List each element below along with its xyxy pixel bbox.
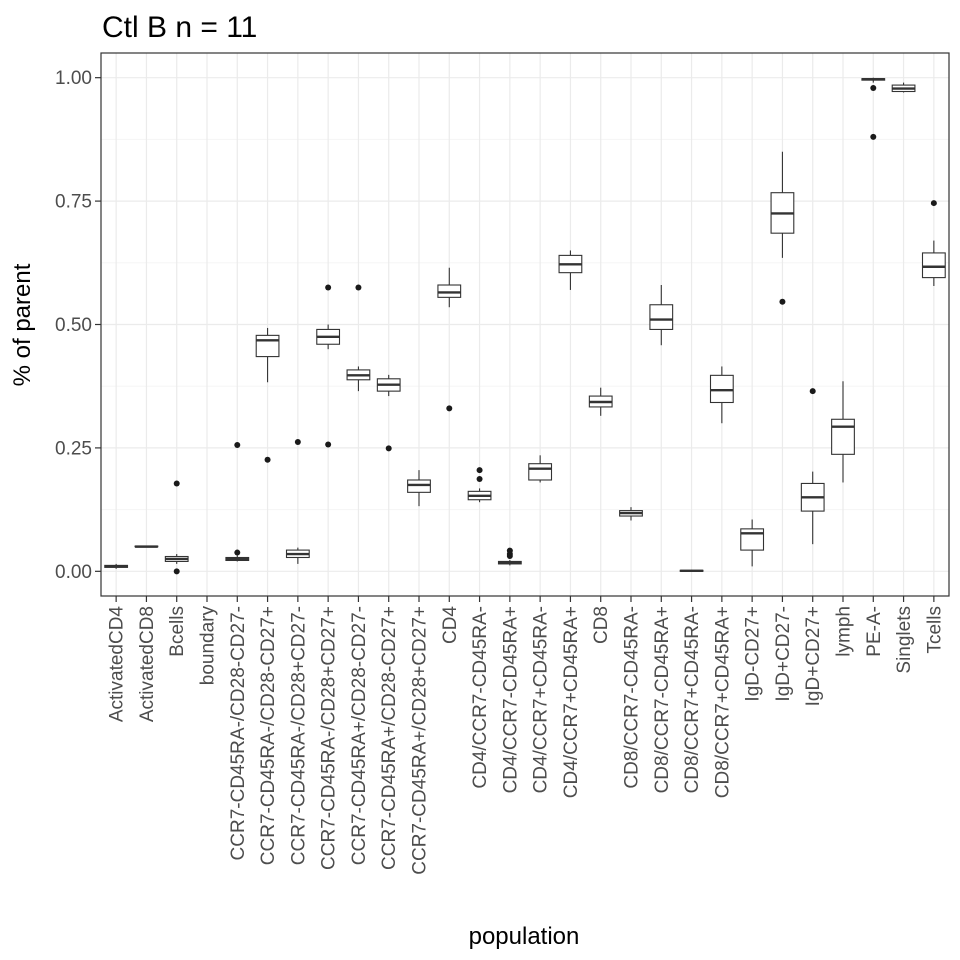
x-tick-label: CD4/CCR7-CD45RA+	[500, 606, 521, 793]
box-Singlets	[891, 82, 916, 93]
y-axis-title: % of parent	[9, 263, 36, 386]
x-tick-label: Singlets	[894, 606, 915, 674]
chart-title: Ctl B n = 11	[102, 11, 257, 44]
outlier-point	[476, 476, 483, 483]
y-tick-label: 0.75	[55, 192, 92, 213]
box-lymph	[831, 381, 855, 483]
x-tick-label: Bcells	[167, 606, 188, 657]
box-CD8/CCR7+CD45RA+	[709, 366, 734, 424]
x-tick-label: CCR7-CD45RA-/CD28-CD27+	[258, 606, 279, 865]
x-tick-label: CCR7-CD45RA+/CD28-CD27-	[349, 606, 370, 865]
box-CCR7-CD45RA-/CD28-CD27-	[225, 441, 250, 562]
x-tick-label: CD8/CCR7-CD45RA+	[652, 606, 673, 793]
outlier-point	[385, 445, 392, 452]
x-axis: ActivatedCD4 ActivatedCD8 Bcells boundary CC…	[107, 596, 945, 875]
box-CD4/CCR7+CD45RA+	[558, 250, 583, 290]
outlier-point	[506, 553, 513, 560]
outlier-point	[264, 456, 271, 463]
box-CCR7-CD45RA+/CD28-CD27+	[376, 374, 401, 452]
x-tick-label: CCR7-CD45RA+/CD28-CD27+	[379, 606, 400, 870]
x-tick-label: CD4/CCR7-CD45RA-	[470, 606, 491, 789]
outlier-point	[476, 467, 483, 474]
box-body	[740, 528, 765, 551]
x-tick-label: Tcells	[924, 606, 945, 654]
x-tick-label: PE-A-	[864, 606, 885, 657]
box-CD8/CCR7-CD45RA+	[649, 285, 674, 346]
box-CD4/CCR7-CD45RA-	[467, 467, 492, 503]
outlier-point	[870, 133, 877, 140]
outlier-point	[173, 568, 180, 575]
outlier-point	[234, 441, 241, 448]
x-tick-label: CD8/CCR7+CD45RA-	[682, 606, 703, 793]
outlier-point	[779, 298, 786, 305]
x-tick-label: CD4/CCR7+CD45RA-	[531, 606, 552, 793]
x-tick-label: CCR7-CD45RA-/CD28+CD27-	[288, 606, 309, 865]
outlier-point	[870, 85, 877, 92]
y-tick-label: 0.00	[55, 562, 92, 583]
outlier-point	[325, 284, 332, 291]
box-body	[528, 463, 553, 481]
x-tick-label: ActivatedCD4	[107, 606, 128, 723]
box-CD8	[588, 387, 613, 416]
outlier-point	[173, 480, 180, 487]
box-Bcells	[164, 480, 189, 575]
box-body	[921, 252, 946, 279]
x-tick-label: CD8/CCR7+CD45RA+	[712, 606, 733, 798]
box-PE-A-	[861, 77, 886, 140]
plot-background	[101, 53, 949, 596]
box-body	[709, 374, 734, 404]
x-tick-label: CD8	[591, 606, 612, 644]
box-CD4/CCR7-CD45RA+	[497, 547, 522, 566]
box-CCR7-CD45RA-/CD28+CD27-	[285, 438, 310, 564]
outlier-point	[234, 549, 241, 556]
x-tick-label: CCR7-CD45RA-/CD28-CD27-	[228, 606, 249, 860]
box-CCR7-CD45RA-/CD28+CD27+	[316, 284, 341, 448]
box-IgD-CD27+	[740, 519, 765, 567]
box-body	[407, 479, 431, 493]
x-tick-label: IgD+CD27+	[803, 606, 824, 706]
box-CD8/CCR7+CD45RA-	[679, 569, 704, 573]
x-tick-label: IgD+CD27-	[773, 606, 794, 702]
x-axis-title: population	[469, 923, 580, 950]
outlier-point	[446, 405, 453, 412]
outlier-point	[930, 200, 937, 207]
outlier-point	[294, 438, 301, 445]
box-CCR7-CD45RA+/CD28+CD27+	[407, 470, 431, 507]
box-Tcells	[921, 200, 946, 286]
box-CD4	[437, 267, 462, 412]
box-body	[649, 304, 674, 330]
box-CD4/CCR7+CD45RA-	[528, 455, 553, 483]
outlier-point	[325, 441, 332, 448]
box-body	[831, 418, 855, 455]
y-axis: 0.00 0.25 0.50 0.75 1.00	[55, 68, 101, 583]
x-tick-label: CD4	[440, 606, 461, 644]
x-tick-label: ActivatedCD8	[137, 606, 158, 722]
box-IgD+CD27+	[800, 388, 825, 545]
y-tick-label: 1.00	[55, 68, 92, 89]
x-tick-label: lymph	[834, 606, 855, 657]
outlier-point	[809, 388, 816, 395]
box-body	[437, 284, 462, 298]
x-tick-label: boundary	[198, 606, 219, 686]
x-tick-label: CD8/CCR7-CD45RA-	[622, 606, 643, 789]
y-tick-label: 0.50	[55, 315, 92, 336]
box-ActivatedCD8	[134, 545, 159, 548]
x-tick-label: IgD-CD27+	[743, 606, 764, 702]
box-CD8/CCR7-CD45RA-	[619, 507, 643, 521]
x-tick-label: CCR7-CD45RA-/CD28+CD27+	[319, 606, 340, 870]
box-CCR7-CD45RA-/CD28-CD27+	[255, 327, 280, 463]
box-IgD+CD27-	[770, 151, 795, 305]
y-tick-label: 0.25	[55, 438, 92, 459]
x-tick-label: CCR7-CD45RA+/CD28+CD27+	[410, 606, 431, 875]
box-ActivatedCD4	[104, 563, 129, 569]
x-tick-label: CD4/CCR7+CD45RA+	[561, 606, 582, 798]
box-body	[255, 334, 280, 358]
box-CCR7-CD45RA+/CD28-CD27-	[346, 284, 371, 392]
outlier-point	[355, 284, 362, 291]
